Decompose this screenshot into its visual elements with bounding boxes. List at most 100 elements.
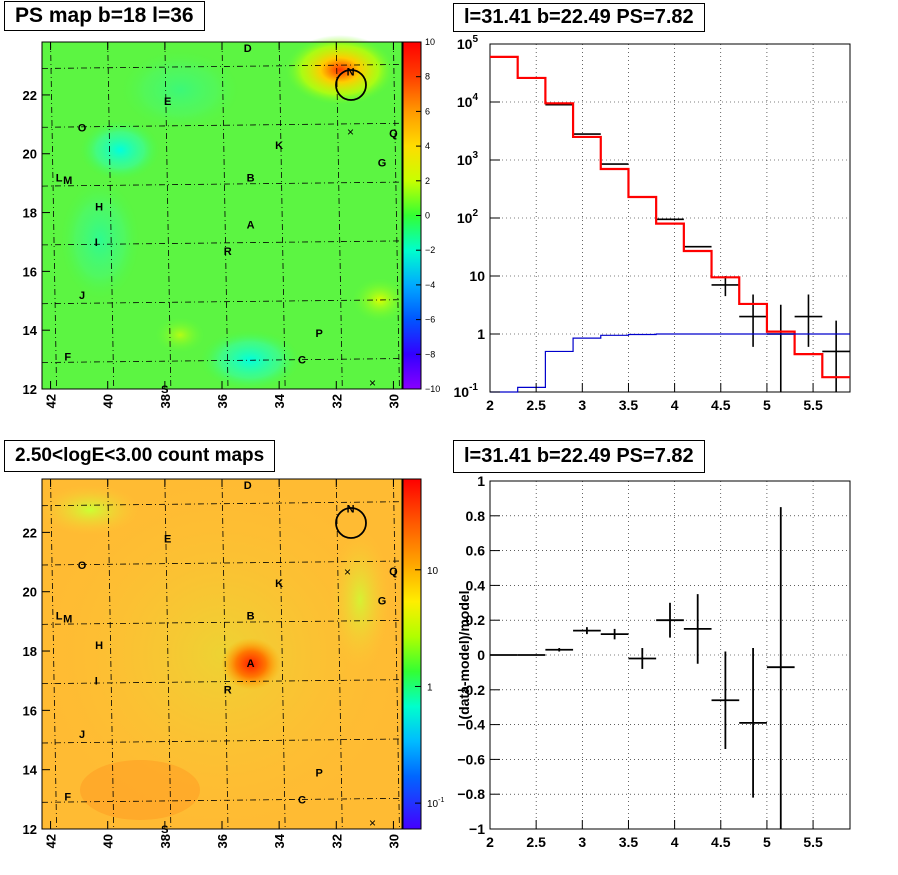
x-tick-label: 2.5 (526, 834, 546, 850)
residual-points (490, 507, 795, 829)
map-grid-line (278, 41, 286, 390)
x-tick-label: 42 (44, 834, 59, 848)
y-tick-label: 20 (23, 147, 37, 162)
residual-grid (490, 481, 850, 829)
map-grid-line (41, 501, 403, 507)
map-grid-line (221, 478, 229, 830)
y-tick-label: 0.8 (466, 508, 486, 524)
y-tick-label: 14 (23, 763, 38, 778)
count-map-sources: D N E O Q K G L M B H A I R J P F C S (56, 480, 398, 836)
ps-colorbar: 10 8 6 4 2 0 −2 −4 −6 −8 −10 (402, 37, 440, 394)
source-label-d: D (244, 43, 252, 55)
map-grid-line (41, 122, 403, 128)
y-tick-label: 18 (23, 206, 37, 221)
source-label-i: I (95, 676, 98, 688)
residual-point (766, 507, 795, 829)
count-target-circle (335, 507, 367, 539)
map-grid-line (41, 738, 403, 744)
count-map-gridlines (41, 478, 403, 830)
source-label-l: L (56, 172, 63, 184)
y-tick-label: 0.4 (466, 577, 486, 593)
source-label-a: A (247, 658, 255, 670)
source-label-e: E (164, 96, 171, 108)
y-tick-label: 16 (23, 703, 37, 718)
map-grid-line (41, 358, 403, 363)
x-tick-label: 34 (272, 393, 287, 408)
count-colorbar-ticks: 10 1 10-1 (415, 566, 444, 810)
ps-map-title: PS map b=18 l=36 (4, 1, 205, 31)
x-tick-label: 2.5 (526, 397, 546, 413)
x-tick-label: 4.5 (711, 397, 731, 413)
count-map-title: 2.50<logE<3.00 count maps (4, 440, 276, 472)
x-tick-label: 38 (158, 834, 173, 848)
source-label-c: C (298, 794, 306, 806)
map-grid-line (107, 41, 115, 390)
x-tick-label: 5 (763, 397, 771, 413)
count-cross-marker: × (344, 565, 351, 579)
y-tick-label: 22 (23, 525, 37, 540)
x-tick-label: 4 (671, 834, 679, 850)
source-label-j: J (79, 729, 85, 741)
colorbar-tick-label: 6 (425, 106, 430, 116)
source-label-s: S (161, 384, 168, 396)
source-label-b: B (247, 172, 255, 184)
map-grid-line (41, 679, 403, 685)
y-tick-label: 0.6 (466, 543, 486, 559)
data-point (711, 276, 740, 297)
map-grid-line (278, 478, 286, 830)
spectrum-series (490, 55, 850, 393)
ps-significance-map: D N E O Q K G L M B H A I R J P F C S × × 42 40 38 36 34 32 30 12… (23, 35, 408, 408)
source-label-f: F (64, 352, 71, 364)
source-label-e: E (164, 533, 171, 545)
y-tick-label: 102 (457, 208, 479, 226)
map-grid-line (41, 64, 403, 69)
ps-map-sources: D N E O Q K G L M B H A I R J P F C S (56, 43, 398, 396)
source-label-c: C (298, 355, 306, 367)
map-grid-line (41, 560, 403, 566)
map-grid-line (221, 41, 229, 390)
x-tick-label: 32 (329, 834, 344, 848)
source-label-g: G (378, 158, 387, 170)
x-tick-label: 40 (101, 394, 116, 408)
residual-axes: 2 2.5 3 3.5 4 4.5 5 5.5 1 0.8 0.6 0.4 0.2 0 −0.2 −0.4 −0… (457, 473, 823, 850)
x-tick-label: 30 (386, 834, 401, 848)
map-grid-line (50, 41, 57, 390)
data-point (794, 294, 823, 347)
residual-point (739, 648, 767, 798)
source-label-n: N (347, 504, 355, 516)
source-label-b: B (247, 610, 255, 622)
y-tick-label: 104 (457, 92, 479, 110)
y-tick-label: 14 (23, 323, 38, 338)
ps-map-gridlines (41, 41, 403, 390)
source-label-f: F (64, 791, 71, 803)
y-tick-label: 10 (469, 268, 485, 284)
x-tick-label: 5.5 (803, 397, 823, 413)
spectrum-title: l=31.41 b=22.49 PS=7.82 (453, 3, 705, 32)
source-label-s: S (161, 824, 168, 836)
count-colorbar: 10 1 10-1 (402, 478, 444, 830)
x-tick-label: 34 (272, 833, 287, 848)
colorbar-tick-label: −2 (425, 245, 435, 255)
map-grid-line (41, 299, 403, 305)
y-tick-label: 105 (457, 34, 479, 52)
source-label-q: Q (389, 566, 398, 578)
count-map: D N E O Q K G L M B H A I R J P F C S × × 42 40 38 36 34 32 30 12… (23, 478, 403, 848)
residual-point (545, 648, 574, 652)
x-tick-label: 2 (486, 834, 494, 850)
residual-point (600, 628, 629, 640)
source-label-i: I (95, 237, 98, 249)
y-tick-label: −0.6 (457, 751, 485, 767)
map-grid-line (107, 478, 115, 830)
residual-point (656, 602, 684, 638)
ps-map-axes: 42 40 38 36 34 32 30 12 14 16 18 20 22 (23, 42, 401, 408)
y-tick-label: 22 (23, 88, 37, 103)
x-tick-label: 3 (578, 834, 586, 850)
y-tick-label: 18 (23, 644, 37, 659)
map-grid-line (41, 797, 403, 803)
y-tick-label: 1 (477, 473, 485, 489)
x-tick-label: 42 (44, 394, 59, 408)
source-label-h: H (95, 202, 103, 214)
x-tick-label: 4.5 (711, 834, 731, 850)
source-label-m: M (63, 175, 72, 187)
map-grid-line (41, 619, 403, 625)
